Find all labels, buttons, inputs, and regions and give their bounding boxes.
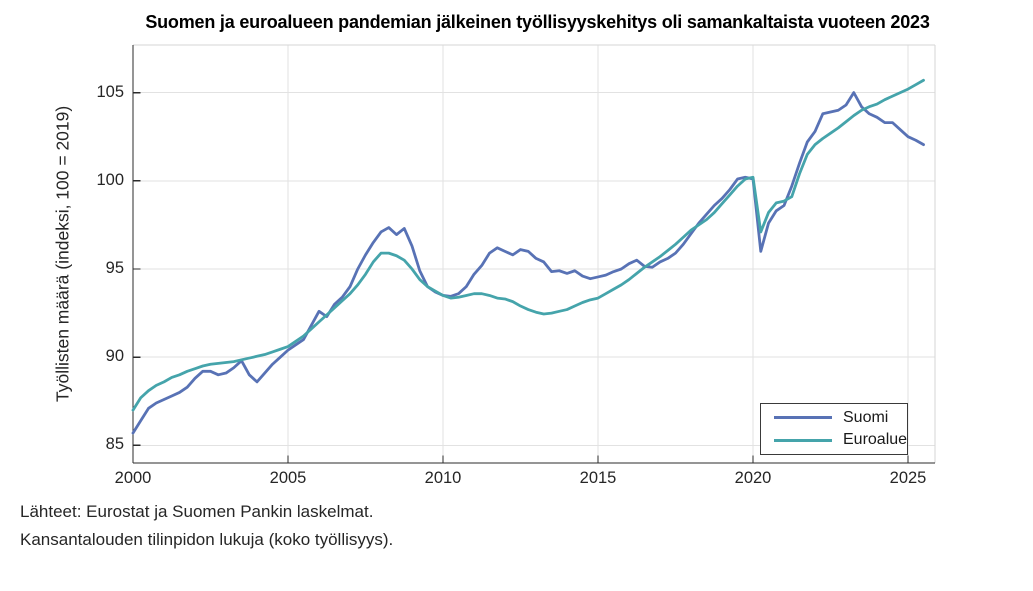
legend-label-euroalue: Euroalue — [843, 431, 908, 449]
x-tick-label: 2005 — [269, 469, 307, 487]
x-tick-label: 2010 — [424, 469, 462, 487]
suomi-line-swatch — [774, 416, 832, 420]
suomi-line — [131, 91, 925, 435]
legend-label-suomi: Suomi — [843, 408, 889, 426]
x-tick-label: 2020 — [734, 469, 772, 487]
y-tick-label: 100 — [96, 170, 124, 189]
euroalue-line — [131, 78, 925, 412]
x-tick-label: 2025 — [889, 469, 927, 487]
y-tick-label: 85 — [105, 435, 124, 454]
euroalue-line-swatch — [774, 438, 832, 442]
y-tick-label: 95 — [105, 258, 124, 277]
y-tick-label: 90 — [105, 347, 124, 366]
y-axis-label: Työllisten määrä (indeksi, 100 = 2019) — [52, 105, 73, 403]
source-note: Lähteet: Eurostat ja Suomen Pankin laske… — [20, 502, 374, 521]
legend-item-euroalue: Euroalue — [761, 431, 907, 449]
x-tick-label: 2015 — [579, 469, 617, 487]
data-note: Kansantalouden tilinpidon lukuja (koko t… — [20, 530, 394, 549]
x-tick-label: 2000 — [114, 469, 152, 487]
chart-title: Suomen ja euroalueen pandemian jälkeinen… — [145, 12, 930, 32]
legend-item-suomi: Suomi — [761, 409, 907, 427]
y-tick-label: 105 — [96, 82, 124, 101]
legend-box: Suomi Euroalue — [760, 403, 908, 455]
